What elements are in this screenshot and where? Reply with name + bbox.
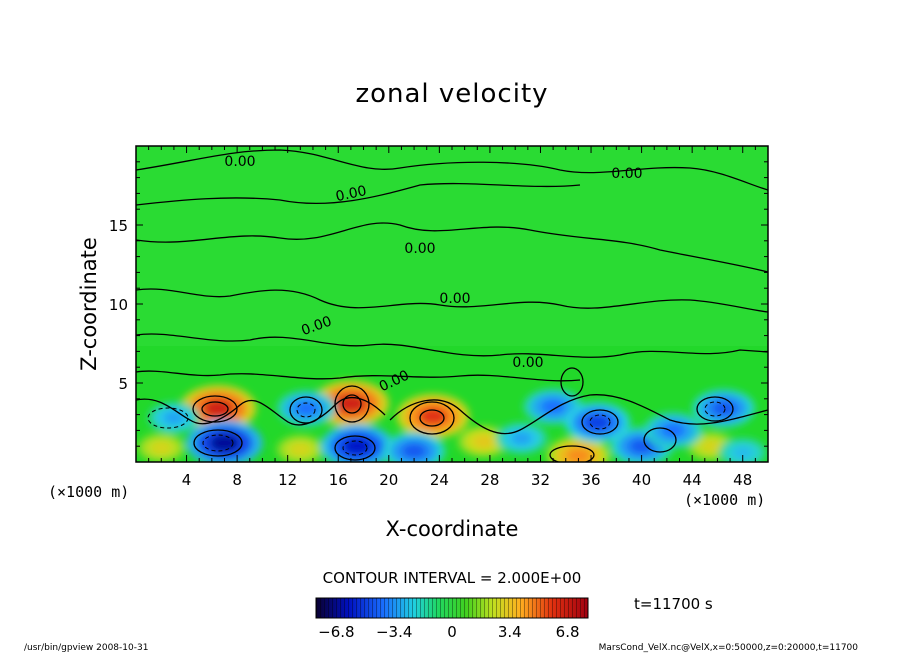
negative-contours [147,401,726,456]
field-cell-core [342,437,372,456]
y-axis-title: Z-coordinate [77,237,101,371]
field-cell-core [701,440,721,453]
colorbar-frame [315,597,589,619]
field-cell-core [163,411,185,425]
contour-label: 0.00 [224,154,255,170]
field-cell-core [511,431,533,445]
x-tick-labels: 4 8 12 16 20 24 28 32 36 40 44 48 [182,471,752,489]
x-tick-label: 24 [430,471,449,489]
field-cell-core [628,438,655,454]
time-label: t=11700 s [634,595,713,613]
x-tick-label: 20 [379,471,398,489]
contour-label: 0.00 [611,166,642,182]
colorbar-tick-label: 0 [447,623,457,641]
y-tick-label: 5 [118,375,128,393]
field-cell-core [335,394,367,414]
y-tick-labels: 5 10 15 [109,217,128,393]
x-tick-label: 36 [581,471,600,489]
x-unit-label: (×1000 m) [684,491,765,509]
x-tick-label: 16 [329,471,348,489]
field-cell-core [401,443,427,459]
y-tick-label: 10 [109,296,128,314]
upper-layer-tint [136,146,768,346]
colorbar: −6.8 −3.4 0 3.4 6.8 [315,597,589,641]
footer-right: MarsCond_VelX.nc@VelX,x=0:50000,z=0:2000… [599,643,859,653]
colorbar-tick-label: 3.4 [498,623,522,641]
contour-label: 0.00 [334,183,368,205]
axis-ticks [135,145,769,463]
x-tick-label: 32 [531,471,550,489]
field-layer [136,146,768,462]
x-axis-title: X-coordinate [386,517,519,541]
x-tick-label: 40 [632,471,651,489]
field-cell-core [151,441,172,454]
field-cell-core [661,423,686,438]
contour-interval-text: CONTOUR INTERVAL = 2.000E+00 [323,569,582,587]
contour-label: 0.00 [512,355,543,371]
colorbar-tick-label: −3.4 [376,623,412,641]
contour-lines [136,149,768,462]
x-tick-label: 4 [182,471,192,489]
x-tick-label: 28 [480,471,499,489]
field-cell-core [565,447,592,462]
field-cell-core [732,446,753,459]
chart-title: zonal velocity [355,79,548,109]
colorbar-tick-label: −6.8 [318,623,354,641]
field-cell-core [541,399,566,414]
contour-label: 0.00 [439,291,470,307]
x-tick-label: 8 [232,471,242,489]
field-cell-core [711,400,737,416]
colorbar-tick-labels: −6.8 −3.4 0 3.4 6.8 [318,623,579,641]
field-cell-core [290,443,311,456]
y-tick-label: 15 [109,217,128,235]
x-tick-label: 12 [278,471,297,489]
colorbar-tick-label: 6.8 [556,623,580,641]
x-tick-label: 48 [733,471,752,489]
y-unit-label: (×1000 m) [48,483,129,501]
field-cell-core [473,435,495,448]
x-tick-label: 44 [683,471,702,489]
footer-left: /usr/bin/gpview 2008-10-31 [24,643,148,653]
field-cell-core [208,433,240,453]
field-cell-core [583,414,611,431]
colorbar-stripes [316,598,588,618]
contour-label: 0.00 [404,241,435,257]
anomaly-blobs [137,380,767,462]
